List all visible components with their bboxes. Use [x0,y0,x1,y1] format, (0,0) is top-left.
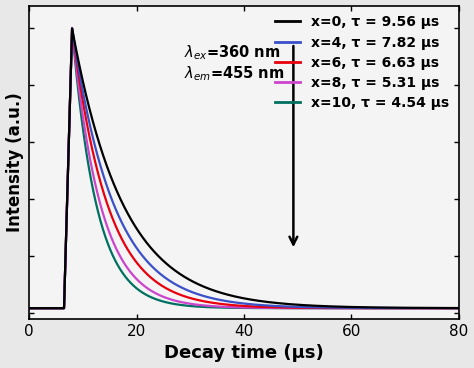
Y-axis label: Intensity (a.u.): Intensity (a.u.) [6,92,24,232]
Text: $\lambda_{ex}$=360 nm
$\lambda_{em}$=455 nm: $\lambda_{ex}$=360 nm $\lambda_{em}$=455… [184,43,284,84]
Legend: x=0, τ = 9.56 μs, x=4, τ = 7.82 μs, x=6, τ = 6.63 μs, x=8, τ = 5.31 μs, x=10, τ : x=0, τ = 9.56 μs, x=4, τ = 7.82 μs, x=6,… [272,13,452,113]
X-axis label: Decay time (μs): Decay time (μs) [164,344,324,362]
